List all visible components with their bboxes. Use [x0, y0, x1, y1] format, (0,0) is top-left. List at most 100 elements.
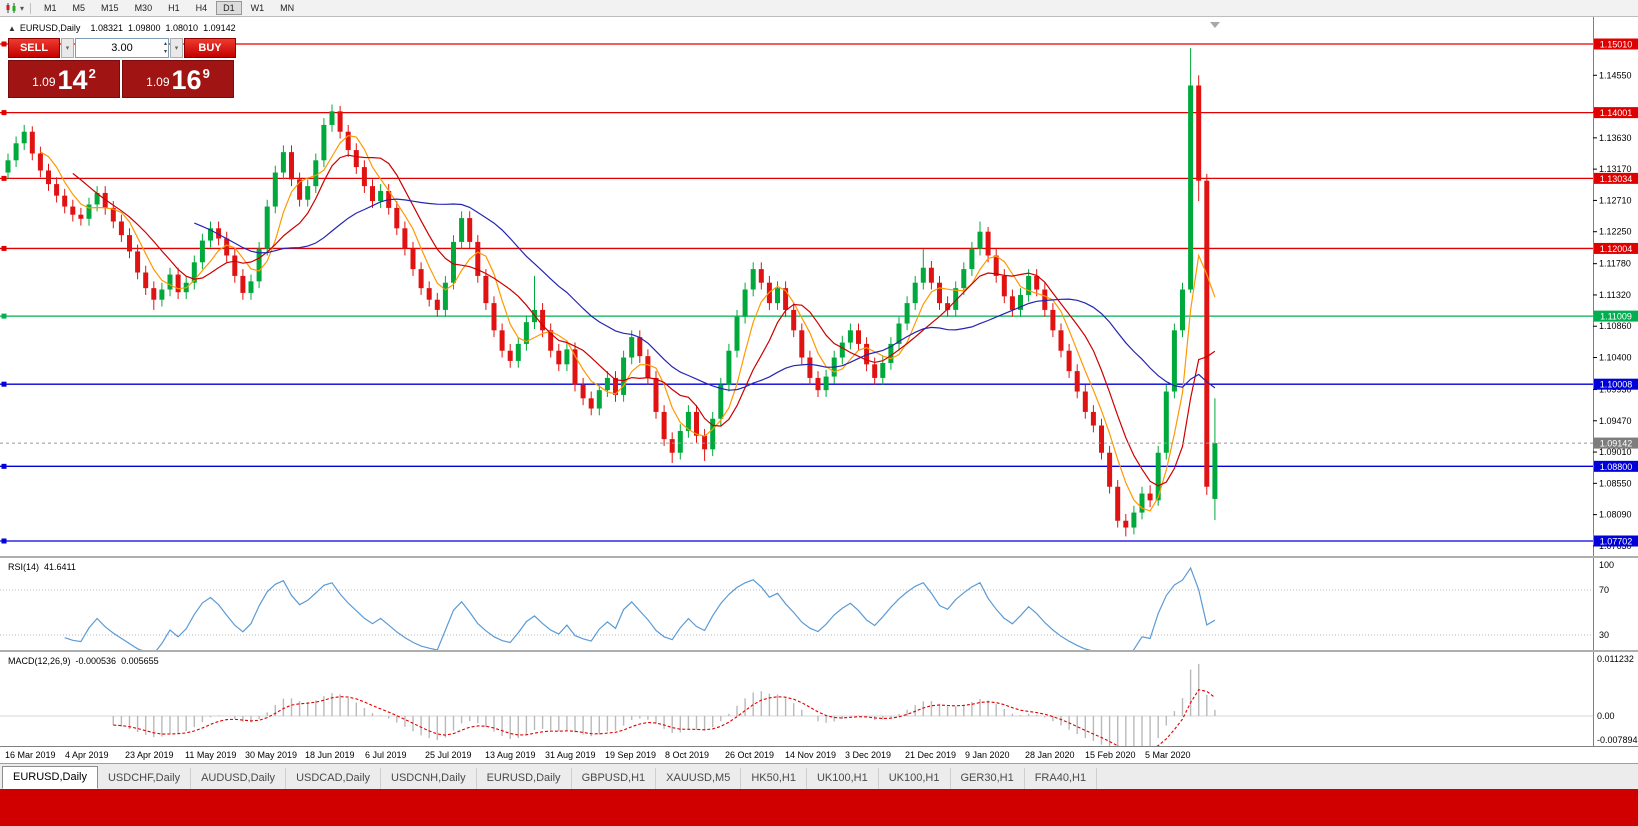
candle: [272, 172, 278, 207]
candle: [839, 342, 845, 358]
chart-tab-gbpusd-h1[interactable]: GBPUSD,H1: [572, 768, 657, 789]
price-level-badge: [1594, 107, 1638, 119]
candle: [102, 192, 108, 208]
chart-type-icon[interactable]: [4, 2, 19, 14]
timeframe-m1-button[interactable]: M1: [44, 3, 57, 13]
chart-tab-usdcad-daily[interactable]: USDCAD,Daily: [286, 768, 382, 789]
candle: [677, 430, 683, 453]
candle: [604, 377, 610, 391]
spinner-down-icon[interactable]: ▾: [163, 49, 167, 55]
macd-canvas[interactable]: 0.011232 0.00 -0.007894: [0, 652, 1638, 746]
timeframe-m15-button[interactable]: M15: [101, 3, 119, 13]
chart-tab-uk100-h1[interactable]: UK100,H1: [879, 768, 951, 789]
rsi-canvas[interactable]: 100 70 30: [0, 558, 1638, 650]
candle: [313, 160, 319, 187]
line-handle[interactable]: [1, 41, 7, 47]
candle: [483, 275, 489, 304]
candle: [1058, 330, 1064, 351]
chart-tab-ger30-h1[interactable]: GER30,H1: [951, 768, 1025, 789]
chart-type-dropdown-icon[interactable]: ▾: [20, 3, 25, 13]
line-handle[interactable]: [1, 110, 7, 116]
time-label: 14 Nov 2019: [785, 750, 837, 760]
chart-tab-usdcnh-daily[interactable]: USDCNH,Daily: [381, 768, 477, 789]
price-level-badge-text: 1.12004: [1600, 244, 1633, 254]
candle: [564, 349, 570, 365]
panel-splitter[interactable]: [0, 556, 1638, 558]
chart-tab-uk100-h1[interactable]: UK100,H1: [807, 768, 879, 789]
line-handle[interactable]: [1, 381, 7, 387]
candle: [613, 377, 618, 395]
line-handle[interactable]: [1, 175, 7, 181]
chart-tab-usdchf-daily[interactable]: USDCHF,Daily: [98, 768, 192, 789]
timeframe-h1-button[interactable]: H1: [168, 3, 180, 13]
sell-dropdown-icon[interactable]: ▾: [61, 38, 74, 58]
macd-histogram-layer: [112, 663, 1216, 746]
timeframe-h4-button[interactable]: H4: [195, 3, 208, 13]
candle: [694, 411, 699, 436]
candle: [248, 281, 254, 293]
spread-value: 3.00: [111, 42, 133, 54]
buy-dropdown-icon[interactable]: ▾: [170, 38, 183, 58]
sell-price-panel[interactable]: 1.09 14 2: [8, 60, 120, 98]
time-axis-line: [0, 746, 1638, 747]
time-label: 31 Aug 2019: [545, 750, 596, 760]
candle: [175, 274, 181, 293]
timeframe-m5-button[interactable]: M5: [72, 3, 86, 13]
candle: [669, 439, 675, 453]
chart-tab-eurusd-daily[interactable]: EURUSD,Daily: [477, 768, 572, 789]
price-tick: 1.12710: [1599, 195, 1632, 205]
spinner-up-icon[interactable]: ▴: [163, 41, 167, 47]
chart-shift-icon[interactable]: [1210, 22, 1220, 28]
timeframe-mn-button[interactable]: MN: [280, 3, 295, 13]
candle: [888, 343, 894, 363]
candle: [62, 195, 68, 207]
candle: [807, 357, 813, 378]
candles-layer: [5, 48, 1218, 537]
rsi-axis-label: 30: [1599, 630, 1609, 640]
time-axis[interactable]: 16 Mar 2019 4 Apr 2019 23 Apr 2019 11 May 2…: [0, 747, 1638, 763]
candle: [953, 288, 959, 310]
sell-button[interactable]: SELL: [8, 38, 60, 58]
buy-price-panel[interactable]: 1.09 16 9: [122, 60, 234, 98]
price-tick: 1.08550: [1599, 478, 1632, 488]
line-handle[interactable]: [1, 463, 7, 469]
candle: [1107, 452, 1113, 487]
time-label: 5 Mar 2020: [1145, 750, 1191, 760]
chart-tab-eurusd-daily[interactable]: EURUSD,Daily: [2, 766, 98, 789]
ohlc-header: ▲ EURUSD,Daily 1.08321 1.09800 1.08010 1.0914…: [8, 23, 241, 33]
candle: [1139, 493, 1145, 513]
candle: [321, 124, 327, 161]
candle: [977, 231, 983, 249]
timeframe-d1-button[interactable]: D1: [216, 1, 242, 15]
moving-average-line: [40, 135, 1216, 512]
buy-button[interactable]: BUY: [184, 38, 236, 58]
line-handle[interactable]: [1, 245, 7, 251]
candle: [945, 303, 951, 310]
panel-splitter[interactable]: [0, 650, 1638, 652]
timeframe-m30-button[interactable]: M30: [134, 3, 153, 13]
candle: [969, 248, 975, 270]
candle: [556, 350, 562, 365]
candle: [1204, 180, 1210, 487]
candle: [143, 272, 149, 289]
chart-tab-audusd-daily[interactable]: AUDUSD,Daily: [191, 768, 287, 789]
time-label: 18 Jun 2019: [305, 750, 355, 760]
chart-tab-xauusd-m5[interactable]: XAUUSD,M5: [656, 768, 742, 789]
chart-canvas[interactable]: 1.145501.140101.136301.131701.127101.122…: [0, 17, 1638, 556]
candle: [1082, 391, 1088, 412]
price-tick: 1.13170: [1599, 164, 1632, 174]
candle: [1090, 411, 1096, 426]
line-handle[interactable]: [1, 538, 7, 544]
chart-collapse-icon[interactable]: ▲: [8, 24, 16, 33]
chart-tab-fra40-h1[interactable]: FRA40,H1: [1025, 768, 1098, 789]
candle: [572, 349, 578, 385]
chart-tab-hk50-h1[interactable]: HK50,H1: [741, 768, 807, 789]
spread-spinner[interactable]: 3.00 ▴ ▾: [75, 38, 169, 58]
candle: [783, 288, 789, 310]
rsi-line: [64, 566, 1216, 650]
timeframe-w1-button[interactable]: W1: [250, 3, 265, 13]
candle: [256, 248, 262, 282]
candle: [596, 390, 602, 409]
line-handle[interactable]: [1, 313, 7, 319]
price-level-badge-text: 1.10008: [1600, 380, 1633, 390]
